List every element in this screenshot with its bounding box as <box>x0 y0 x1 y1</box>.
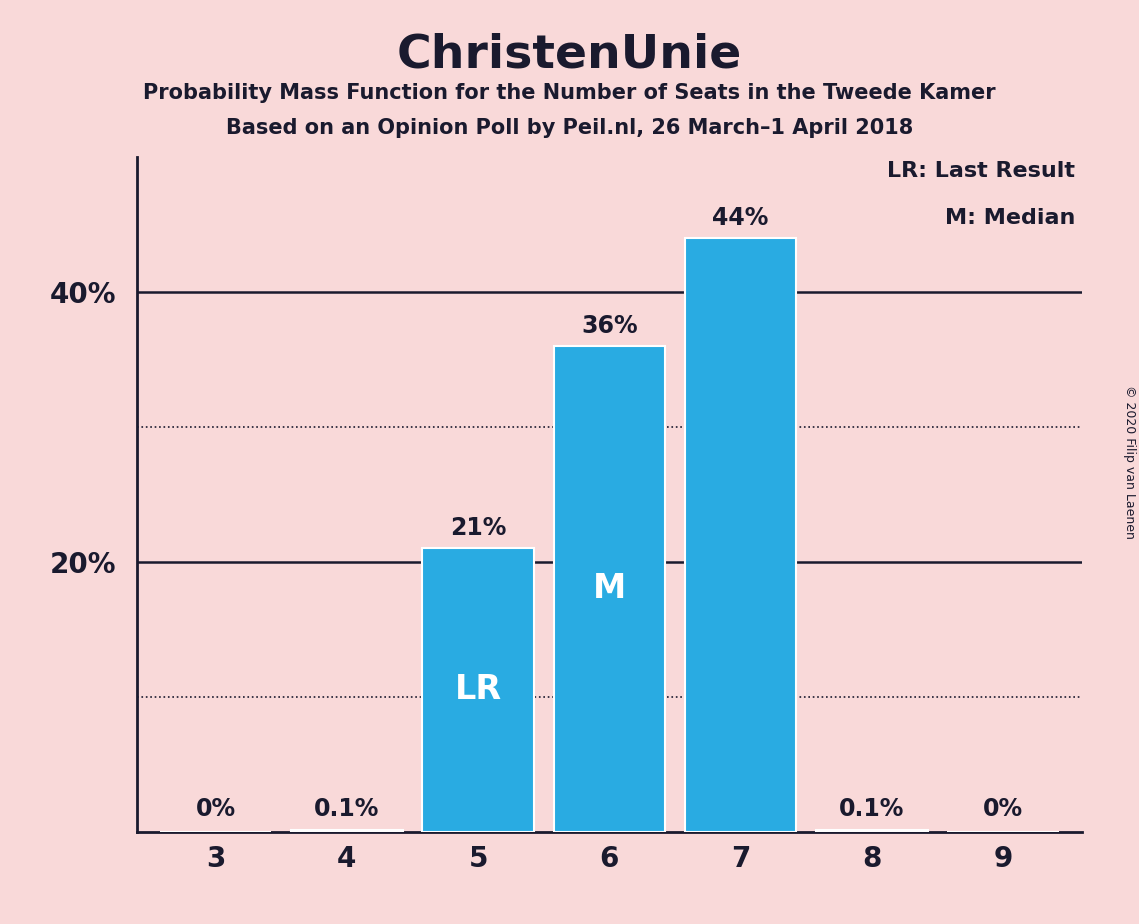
Bar <box>817 831 928 832</box>
Text: 0.1%: 0.1% <box>839 796 904 821</box>
Bar <box>423 548 534 832</box>
Text: LR: LR <box>454 674 501 707</box>
Text: ChristenUnie: ChristenUnie <box>396 32 743 78</box>
Text: 21%: 21% <box>450 517 506 541</box>
Text: 0%: 0% <box>983 796 1023 821</box>
Text: 0.1%: 0.1% <box>314 796 379 821</box>
Bar <box>290 831 402 832</box>
Text: Based on an Opinion Poll by Peil.nl, 26 March–1 April 2018: Based on an Opinion Poll by Peil.nl, 26 … <box>226 118 913 139</box>
Text: 44%: 44% <box>713 206 769 230</box>
Text: M: Median: M: Median <box>945 208 1075 228</box>
Text: M: M <box>592 572 626 605</box>
Text: 36%: 36% <box>581 314 638 338</box>
Text: Probability Mass Function for the Number of Seats in the Tweede Kamer: Probability Mass Function for the Number… <box>144 83 995 103</box>
Text: LR: Last Result: LR: Last Result <box>887 161 1075 181</box>
Bar <box>554 346 665 832</box>
Bar <box>685 238 796 832</box>
Text: © 2020 Filip van Laenen: © 2020 Filip van Laenen <box>1123 385 1137 539</box>
Text: 0%: 0% <box>196 796 236 821</box>
